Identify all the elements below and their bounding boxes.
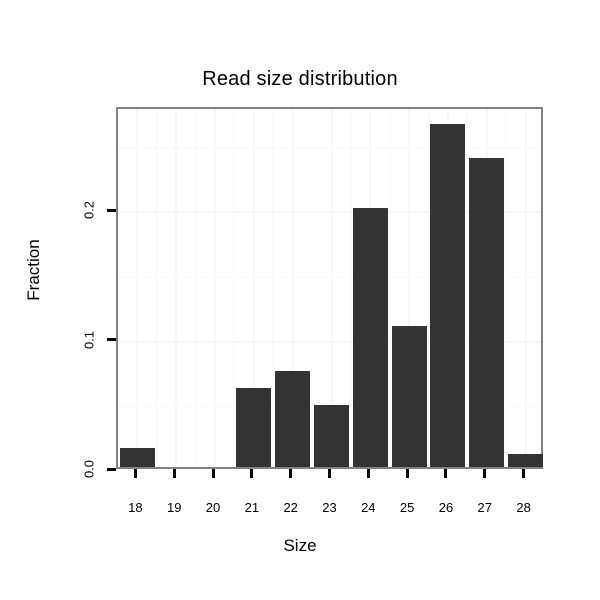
gridline-vertical-minor [311,109,314,467]
gridline-vertical [175,109,178,467]
x-tick-label: 28 [516,500,531,515]
bar [391,326,427,467]
x-tick-label: 18 [128,500,143,515]
gridline-horizontal-minor [118,276,541,279]
x-tick-mark [289,469,293,478]
gridline-vertical [408,109,411,467]
y-tick-mark [107,467,116,471]
x-tick-label: 20 [205,500,221,515]
x-tick-mark [483,469,487,478]
y-axis-label: Fraction [24,239,43,301]
gridline-vertical-minor [349,109,352,467]
y-tick-mark [107,338,116,342]
plot-panel [116,107,544,469]
x-tick-label: 27 [477,500,492,515]
chart-title: Read size distribution [202,68,398,90]
x-tick-label: 25 [399,500,415,515]
gridline-vertical [252,109,255,467]
x-tick-mark [211,469,215,478]
x-tick-mark [405,469,409,478]
bar [430,124,466,467]
bar [119,447,155,467]
x-tick-label: 22 [283,500,298,515]
gridline-vertical [524,109,527,467]
bar-series [118,109,544,467]
gridline-vertical-minor [194,109,197,467]
x-tick-label: 19 [166,500,182,515]
x-axis-label: Size [283,536,317,555]
gridline-vertical-minor [427,109,430,467]
bar [352,208,388,467]
y-tick-mark [107,208,116,212]
gridline-vertical-minor [155,109,158,467]
bar [236,388,272,467]
x-tick-mark [133,469,137,478]
gridline-vertical [330,109,333,467]
gridline-horizontal [118,211,541,214]
x-tick-mark [366,469,370,478]
gridline-vertical [136,109,139,467]
x-tick-mark [172,469,176,478]
x-tick-label: 24 [361,500,376,515]
x-tick-label: 23 [322,500,337,515]
gridline-horizontal-minor [118,146,541,149]
bar [275,371,311,467]
gridline-vertical-minor [505,109,508,467]
x-tick-mark [522,469,526,478]
gridline-vertical [291,109,294,467]
gridline-vertical [214,109,217,467]
gridline-horizontal [118,340,541,343]
bar [314,404,349,467]
gridline-vertical-minor [272,109,275,467]
x-tick-mark [250,469,254,478]
x-tick-mark [444,469,448,478]
gridline-vertical-minor [118,109,119,467]
gridline-vertical-minor [388,109,391,467]
x-tick-label: 26 [438,500,454,515]
x-tick-mark [328,469,331,478]
bar [469,158,505,467]
gridline-vertical-minor [466,109,469,467]
y-tick-label: 0.1 [81,330,97,349]
y-tick-label: 0.0 [81,459,97,479]
gridline-vertical-minor [233,109,236,467]
x-tick-label: 21 [244,500,260,515]
bar [508,454,544,467]
y-tick-label: 0.2 [81,201,97,220]
